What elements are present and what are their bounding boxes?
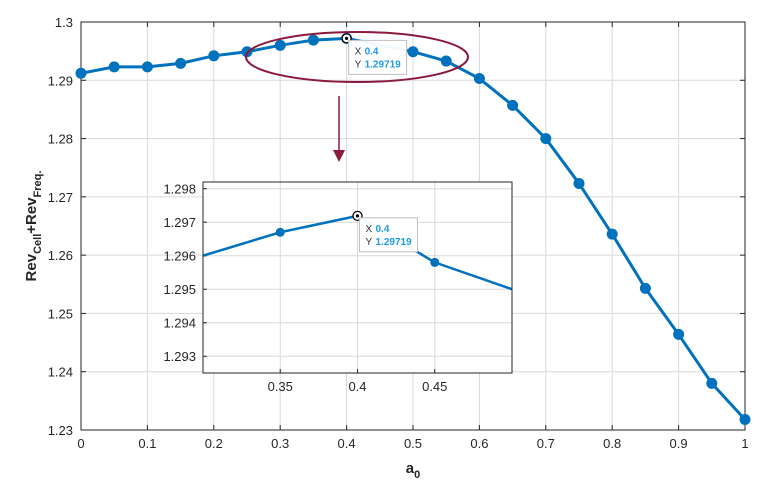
y-tick-label: 1.24	[48, 365, 73, 380]
datatip-marker-dot	[355, 214, 360, 218]
data-point	[274, 39, 286, 51]
inset-data-point	[275, 227, 285, 237]
y-axis-title: RevCell+RevFreq.	[23, 171, 44, 282]
data-point	[540, 133, 552, 145]
inset-y-tick-label: 1.294	[163, 316, 196, 331]
x-axis-title: a0	[406, 460, 420, 481]
data-point	[639, 282, 651, 294]
data-point	[473, 73, 485, 85]
inset-x-tick-label: 0.45	[422, 379, 447, 394]
series-line	[80, 36, 747, 421]
data-point	[573, 177, 585, 189]
zoom-arrow-head	[333, 150, 345, 162]
inset-data-point	[430, 257, 440, 267]
x-tick-label: 1	[741, 436, 748, 451]
data-point	[307, 34, 319, 46]
inset-y-tick-label: 1.296	[163, 249, 196, 264]
y-tick-label: 1.27	[48, 190, 73, 205]
datatip-y-value: 1.29719	[365, 59, 402, 70]
y-tick-label: 1.23	[48, 423, 73, 438]
main-datatip: X 0.4Y 1.29719	[341, 33, 408, 75]
x-tick-label: 0.3	[271, 436, 289, 451]
datatip-box	[359, 217, 418, 253]
data-point	[241, 46, 253, 58]
data-point	[108, 61, 120, 73]
y-tick-label: 1.25	[48, 306, 73, 321]
data-point	[208, 50, 220, 62]
datatip-y-value: 1.29719	[376, 237, 413, 248]
x-tick-label: 0.5	[404, 436, 422, 451]
plot-frame	[80, 21, 746, 431]
x-tick-label: 0.7	[537, 436, 555, 451]
datatip-box	[348, 39, 408, 75]
x-tick-label: 0.1	[138, 436, 156, 451]
x-tick-label: 0.6	[470, 436, 488, 451]
data-point	[706, 377, 718, 389]
data-point	[507, 99, 519, 111]
inset-y-tick-label: 1.297	[163, 215, 196, 230]
datatip-x-label: X	[366, 224, 373, 235]
data-point	[407, 46, 419, 58]
inset-y-tick-label: 1.298	[163, 182, 196, 197]
y-tick-label: 1.29	[48, 73, 73, 88]
inset-frame	[202, 181, 513, 374]
inset-grid	[203, 182, 512, 373]
inset-x-tick-label: 0.35	[268, 379, 293, 394]
inset-x-tick-label: 0.4	[348, 379, 366, 394]
data-point	[673, 328, 685, 340]
datatip-x-value: 0.4	[365, 46, 379, 57]
data-point	[606, 228, 618, 240]
y-tick-label: 1.28	[48, 132, 73, 147]
inset-y-tick-label: 1.295	[163, 282, 196, 297]
data-point	[175, 57, 187, 69]
x-tick-label: 0.9	[670, 436, 688, 451]
y-tick-label: 1.26	[48, 248, 73, 263]
datatip-x-value: 0.4	[376, 224, 390, 235]
x-tick-label: 0.4	[338, 436, 356, 451]
y-tick-label: 1.3	[55, 15, 73, 30]
datatip-y-label: Y	[355, 59, 362, 70]
data-point	[440, 55, 452, 67]
datatip-y-label: Y	[366, 237, 373, 248]
inset-datatip: X 0.4Y 1.29719	[352, 210, 418, 253]
data-point	[739, 414, 751, 426]
highlight-ellipse	[245, 31, 469, 83]
x-tick-label: 0.2	[205, 436, 223, 451]
x-tick-label: 0.8	[603, 436, 621, 451]
datatip-x-label: X	[355, 46, 362, 57]
inset-y-tick-label: 1.293	[163, 349, 196, 364]
datatip-marker-dot	[345, 36, 349, 40]
data-point	[75, 67, 87, 79]
inset-chart: 0.35 0.4 0.45 1.293 1.294 1.295 1.296 1.297 1.29…	[163, 181, 513, 394]
data-point	[141, 61, 153, 73]
x-tick-label: 0	[77, 436, 84, 451]
